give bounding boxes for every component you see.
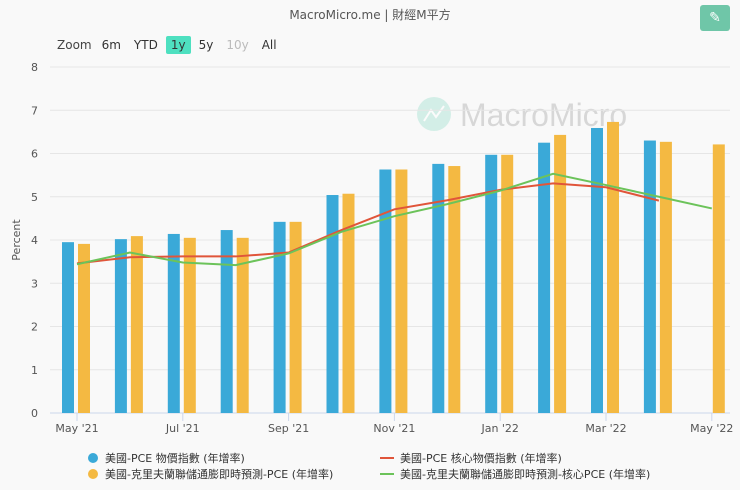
- x-tick-label: Mar '22: [585, 422, 626, 435]
- y-tick-label: 5: [31, 191, 38, 204]
- bar: [554, 134, 567, 413]
- y-tick-label: 6: [31, 148, 38, 161]
- bar: [183, 237, 196, 413]
- legend-line-icon: [380, 457, 394, 459]
- bar: [273, 221, 286, 413]
- x-tick-label: Nov '21: [373, 422, 415, 435]
- legend-label: 美國-PCE 物價指數 (年增率): [105, 452, 245, 465]
- watermark: MacroMicro: [417, 97, 627, 133]
- range-all-button[interactable]: All: [261, 38, 277, 52]
- legend-dot-icon: [88, 453, 98, 463]
- plot-area: MacroMicro 0 1 2 3 4 5 6 7 8 May '21 Jul '21 Sep '2…: [10, 61, 733, 435]
- bar: [395, 169, 408, 413]
- legend-col-2: 美國-PCE 核心物價指數 (年增率) 美國-克里夫蘭聯儲通膨即時預測-核心PC…: [380, 450, 650, 482]
- edit-button[interactable]: ✎: [700, 5, 730, 31]
- chart-title: MacroMicro.me | 財經M平方: [289, 8, 451, 22]
- y-tick-label: 8: [31, 61, 38, 74]
- range-5y-button[interactable]: 5y: [198, 38, 214, 52]
- legend-label: 美國-克里夫蘭聯儲通膨即時預測-核心PCE (年增率): [400, 468, 651, 481]
- bar: [432, 163, 445, 413]
- watermark-text: MacroMicro: [460, 97, 627, 133]
- x-tick-label: Jan '22: [480, 422, 518, 435]
- y-tick-label: 7: [31, 104, 38, 117]
- bar: [379, 169, 392, 413]
- x-tick-label: May '22: [690, 422, 733, 435]
- legend-dot-icon: [88, 469, 98, 479]
- bar: [289, 221, 302, 413]
- range-1y-button[interactable]: 1y: [165, 36, 191, 54]
- range-ytd-button[interactable]: YTD: [133, 38, 158, 52]
- legend-line-icon: [380, 473, 394, 475]
- range-6m-button[interactable]: 6m: [101, 38, 121, 52]
- bar: [342, 193, 355, 413]
- bar: [591, 127, 603, 414]
- legend-item-cleveland-core-pce[interactable]: 美國-克里夫蘭聯儲通膨即時預測-核心PCE (年增率): [380, 466, 650, 482]
- y-axis-title: Percent: [10, 219, 23, 261]
- series-line: [76, 182, 660, 265]
- x-tick-label: May '21: [55, 422, 98, 435]
- series-line: [76, 172, 713, 267]
- bar: [130, 236, 143, 413]
- bar: [712, 144, 725, 414]
- y-tick-label: 1: [31, 364, 38, 377]
- range-selector: Zoom 6m YTD 1y 5y 10y All: [52, 36, 285, 54]
- legend-label: 美國-PCE 核心物價指數 (年增率): [400, 452, 562, 465]
- bar: [62, 242, 74, 413]
- zoom-label: Zoom: [57, 38, 92, 52]
- bar: [78, 243, 90, 413]
- bar: [236, 237, 249, 413]
- bar: [659, 141, 672, 413]
- bar: [167, 233, 180, 413]
- legend-col-1: 美國-PCE 物價指數 (年增率) 美國-克里夫蘭聯儲通膨即時預測-PCE (年…: [88, 450, 333, 482]
- bar: [607, 121, 619, 414]
- y-tick-label: 0: [31, 407, 38, 420]
- range-10y-button: 10y: [226, 38, 249, 52]
- y-tick-label: 3: [31, 277, 38, 290]
- bar: [643, 140, 656, 413]
- legend-item-cleveland-pce[interactable]: 美國-克里夫蘭聯儲通膨即時預測-PCE (年增率): [88, 466, 333, 482]
- y-tick-label: 4: [31, 234, 38, 247]
- bar: [326, 195, 339, 413]
- bar: [538, 142, 551, 413]
- x-tick-label: Jul '21: [165, 422, 200, 435]
- bar: [485, 154, 498, 414]
- bar: [501, 154, 514, 414]
- pencil-icon: ✎: [709, 10, 721, 26]
- y-tick-label: 2: [31, 321, 38, 334]
- legend-item-core-pce[interactable]: 美國-PCE 核心物價指數 (年增率): [380, 450, 650, 466]
- bar: [220, 230, 233, 413]
- bar: [448, 166, 461, 413]
- legend-label: 美國-克里夫蘭聯儲通膨即時預測-PCE (年增率): [105, 468, 334, 481]
- bar: [114, 239, 127, 413]
- legend-item-pce[interactable]: 美國-PCE 物價指數 (年增率): [88, 450, 333, 466]
- x-tick-label: Sep '21: [268, 422, 309, 435]
